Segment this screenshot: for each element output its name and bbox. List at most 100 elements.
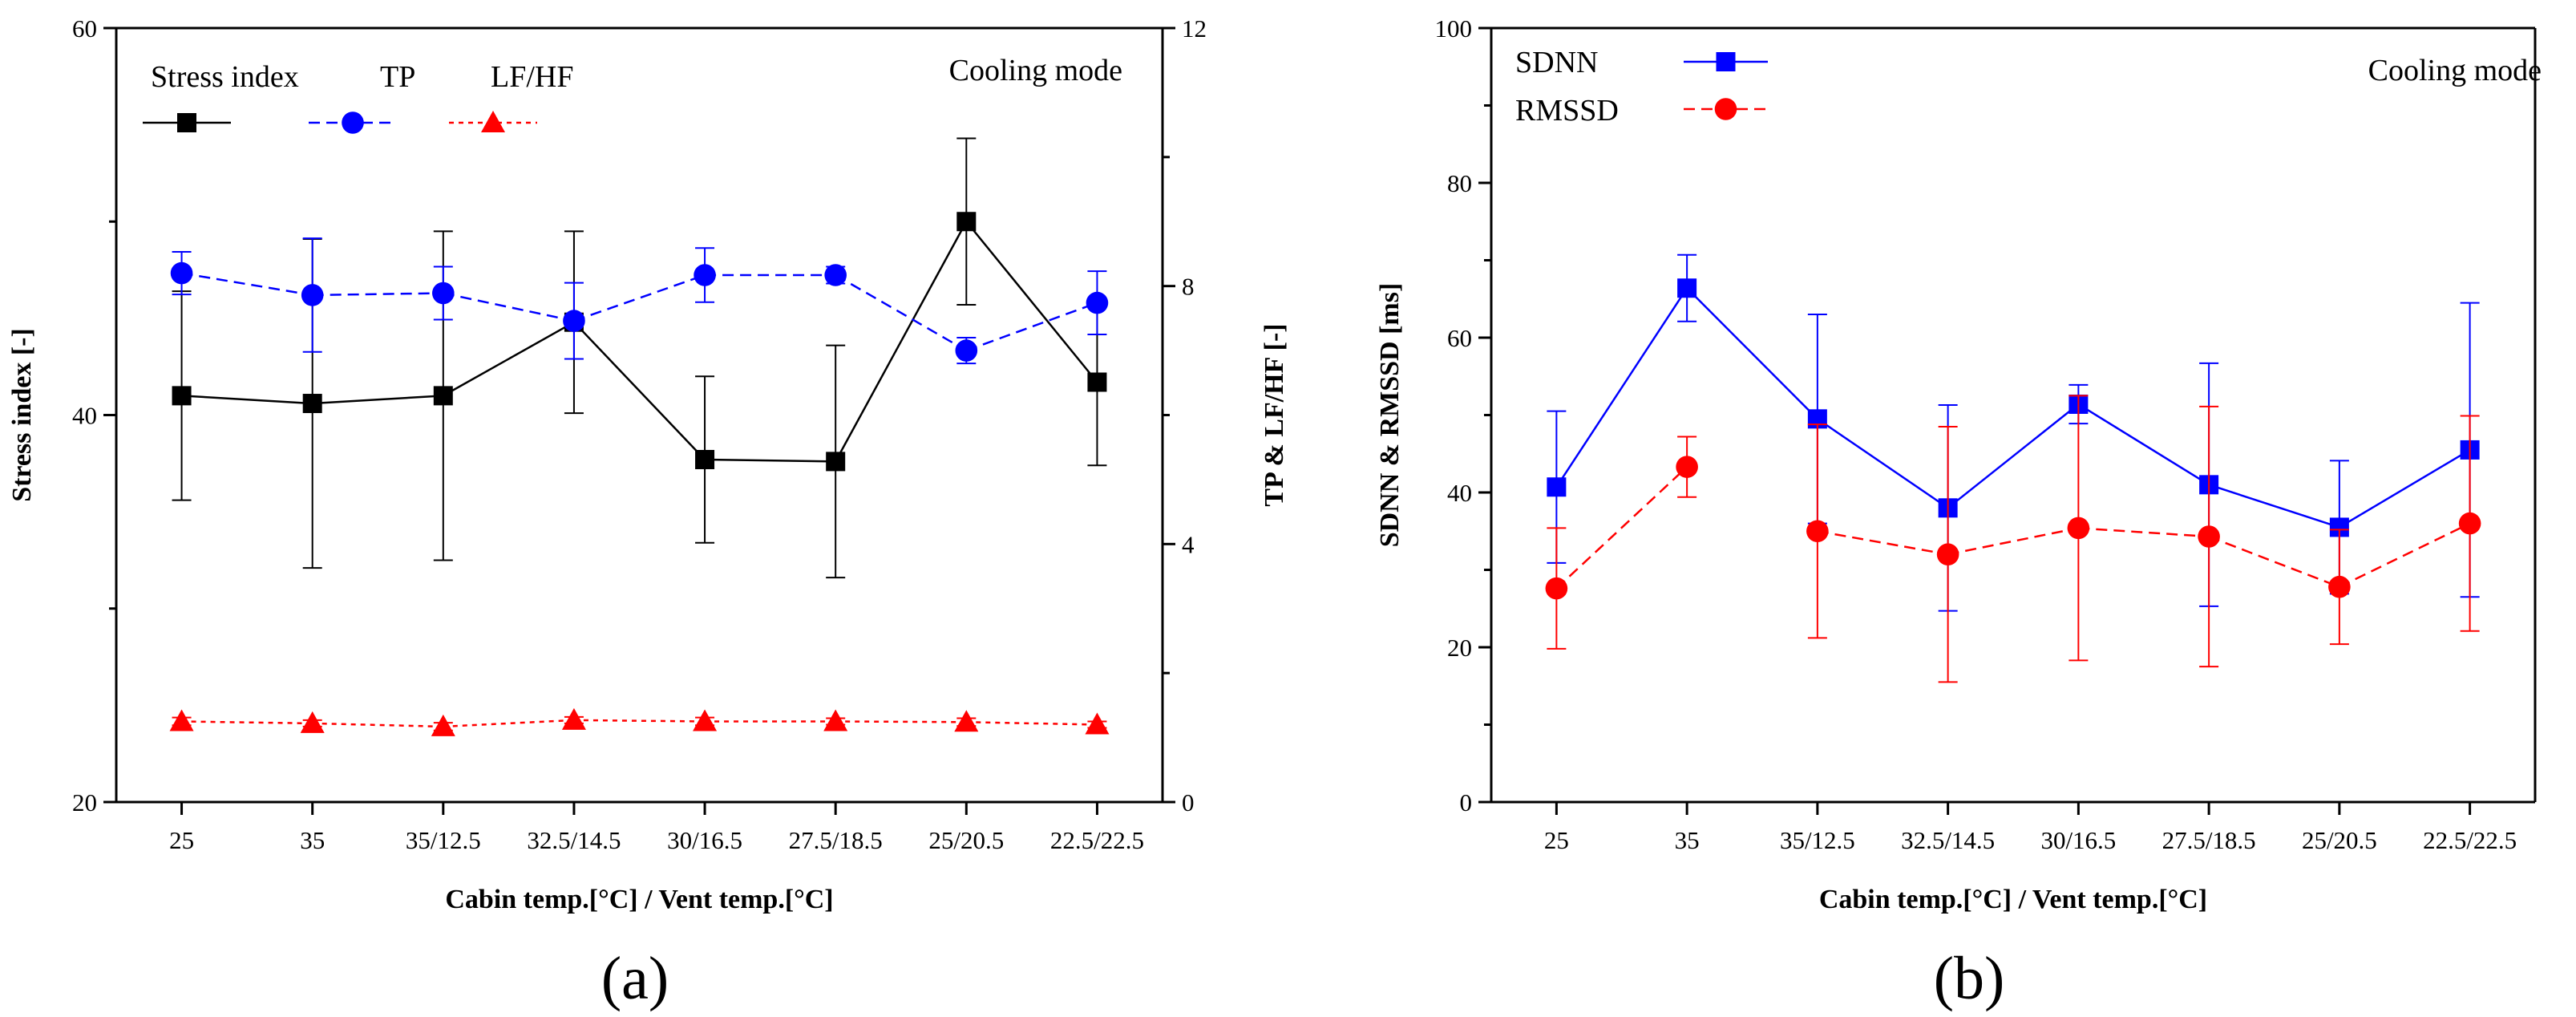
series-line-segment (573, 719, 706, 723)
series-line-segment (443, 292, 575, 322)
series-line-segment (2078, 527, 2210, 538)
series-line-segment (835, 221, 968, 462)
series-line-segment (705, 458, 836, 463)
data-point (1085, 712, 1110, 735)
series-line-segment (2339, 522, 2471, 588)
series-line-segment (2208, 535, 2340, 588)
series-line-segment (2339, 448, 2471, 529)
chart-panel-b: 0 20 40 60 80 100 25 35 35/12.5 32.5/14.5 30/16.5 2… (1375, 14, 2542, 1012)
x-tick-label: 32.5/14.5 (1901, 826, 1995, 854)
series-line-segment (1555, 466, 1688, 590)
x-tick-label: 27.5/18.5 (789, 826, 883, 854)
legend-entry-stress-index: Stress index (143, 60, 299, 132)
legend-marker (481, 111, 505, 132)
data-point (1677, 278, 1697, 298)
x-tick-label: 25/20.5 (928, 826, 1004, 854)
series-line-segment (2077, 403, 2210, 486)
data-point (2328, 575, 2351, 598)
data-point (1806, 520, 1829, 543)
x-tick-label: 30/16.5 (667, 826, 742, 854)
y-tick-label: 20 (72, 788, 97, 816)
y2-tick-label: 4 (1182, 530, 1195, 558)
series-line-segment (181, 272, 313, 297)
y-tick-label: 0 (1460, 788, 1473, 816)
series-tp (170, 237, 1109, 365)
series-line-segment (835, 273, 967, 352)
legend-label: LF/HF (491, 60, 573, 94)
mode-annotation: Cooling mode (949, 54, 1122, 87)
x-tick-label: 35/12.5 (1780, 826, 1855, 854)
x-tick-label: 35 (1675, 826, 1700, 854)
data-point (302, 394, 322, 414)
series-line-segment (573, 273, 706, 322)
legend-entry-tp: TP (309, 60, 415, 134)
x-tick-label: 30/16.5 (2040, 826, 2116, 854)
data-point (826, 452, 846, 472)
data-point (954, 710, 979, 732)
series-line-segment (1555, 287, 1688, 488)
legend-entry-rmssd: RMSSD (1515, 94, 1768, 128)
y2-tick-label: 8 (1182, 273, 1195, 301)
series-line-segment (181, 395, 313, 405)
chart-panel-a: 20 40 60 0 4 8 12 25 35 35/12.5 32.5/14.5 30/16.5 27… (7, 14, 1289, 1012)
y-axis-label: SDNN & RMSSD [ms] (1375, 283, 1405, 548)
data-point (1547, 477, 1567, 497)
x-axis-label: Cabin temp.[°C] / Vent temp.[°C] (445, 885, 833, 914)
x-tick-label: 22.5/22.5 (1050, 826, 1144, 854)
series-line-segment (443, 719, 574, 728)
data-point (1086, 291, 1109, 314)
data-point (1936, 543, 1959, 565)
series-line-segment (1817, 418, 1949, 509)
data-point (431, 714, 455, 736)
legend-label: RMSSD (1515, 94, 1619, 128)
data-point (563, 310, 585, 332)
data-point (694, 264, 716, 286)
data-point (955, 339, 978, 362)
series-line-segment (966, 721, 1098, 726)
data-point (2067, 517, 2090, 540)
series-line-segment (312, 395, 443, 405)
series-line-segment (443, 321, 575, 397)
y2-tick-label: 0 (1182, 788, 1195, 816)
data-point (170, 261, 193, 285)
series-line-segment (1947, 527, 2079, 556)
data-point (172, 386, 192, 406)
series-line-segment (312, 292, 443, 297)
series-line-segment (965, 221, 1098, 383)
series-line-segment (312, 722, 443, 728)
x-tick-label: 22.5/22.5 (2423, 826, 2517, 854)
panel-label: (a) (601, 945, 669, 1012)
y2-axis-label: TP & LF/HF [-] (1260, 323, 1289, 506)
legend-label: TP (380, 60, 415, 94)
data-point (169, 709, 194, 731)
data-point (823, 709, 848, 731)
data-point (301, 284, 324, 306)
data-point (956, 212, 977, 232)
series-line-segment (1817, 530, 1948, 556)
y2-tick-label: 12 (1182, 14, 1207, 43)
y-tick-label: 80 (1447, 169, 1472, 197)
series-line-segment (1686, 287, 1818, 420)
data-point (2458, 512, 2481, 535)
legend-marker (1716, 52, 1736, 71)
y-axis-label: Stress index [-] (7, 328, 37, 502)
series-lf-hf (169, 707, 1110, 736)
y-tick-label: 60 (72, 14, 97, 43)
legend-label: SDNN (1515, 46, 1598, 79)
series-line-segment (573, 321, 706, 460)
y-tick-label: 20 (1447, 634, 1472, 662)
x-tick-label: 25 (169, 826, 194, 854)
x-tick-label: 32.5/14.5 (527, 826, 621, 854)
data-point (300, 711, 325, 733)
legend-marker (177, 113, 196, 132)
data-point (1676, 456, 1698, 478)
legend-entry-lf-hf: LF/HF (449, 60, 573, 132)
x-tick-label: 35 (300, 826, 325, 854)
series-line-segment (181, 720, 313, 725)
legend-label: Stress index (151, 60, 299, 94)
legend-marker (1714, 98, 1737, 120)
y-tick-label: 60 (1447, 324, 1472, 352)
series-line-segment (2208, 484, 2340, 529)
x-tick-label: 25 (1544, 826, 1569, 854)
mode-annotation: Cooling mode (2368, 54, 2542, 87)
